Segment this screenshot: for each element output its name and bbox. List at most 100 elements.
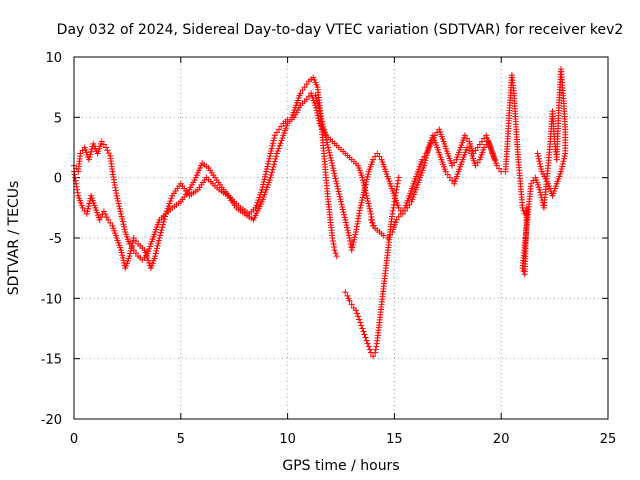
data-point-marker: [301, 84, 308, 91]
data-point-marker: [536, 186, 543, 193]
data-point-marker: [332, 250, 339, 257]
data-point-marker: [559, 163, 566, 170]
data-point-marker: [351, 236, 358, 243]
data-point-marker: [265, 160, 272, 167]
data-point-marker: [535, 155, 542, 162]
data-point-marker: [105, 216, 112, 223]
data-point-marker: [395, 213, 402, 220]
data-point-marker: [271, 132, 278, 139]
data-point-marker: [391, 198, 398, 205]
data-point-marker: [273, 150, 280, 157]
data-point-marker: [496, 165, 503, 172]
data-point-marker: [357, 204, 364, 211]
data-point-marker: [472, 162, 479, 169]
data-point-marker: [84, 208, 91, 215]
x-tick-label: 20: [493, 432, 510, 447]
data-point-marker: [430, 135, 437, 142]
data-point-marker: [478, 138, 485, 145]
data-point-marker: [368, 213, 375, 220]
data-point-marker: [322, 134, 329, 141]
data-point-marker: [256, 194, 263, 201]
data-point-marker: [266, 153, 273, 160]
data-point-marker: [144, 254, 151, 261]
y-tick-label: -10: [41, 292, 62, 307]
data-point-marker: [167, 197, 174, 204]
data-point-marker: [493, 162, 500, 169]
data-point-marker: [86, 153, 93, 160]
data-point-marker: [313, 95, 320, 102]
data-point-marker: [331, 172, 338, 179]
data-point-marker: [103, 214, 110, 221]
data-point-marker: [271, 158, 278, 165]
data-point-marker: [107, 219, 114, 226]
data-point-marker: [449, 177, 456, 184]
data-point-marker: [363, 178, 370, 185]
data-point-marker: [273, 153, 280, 160]
data-point-marker: [364, 173, 371, 180]
y-tick-label: -5: [49, 232, 62, 247]
data-point-marker: [85, 156, 92, 163]
data-point-marker: [536, 158, 543, 165]
data-point-marker: [263, 166, 270, 173]
data-point-marker: [337, 196, 344, 203]
data-point-marker: [393, 186, 400, 193]
data-point-marker: [344, 224, 351, 231]
data-point-marker: [88, 148, 95, 155]
data-point-marker: [158, 226, 165, 233]
data-point-marker: [305, 93, 312, 100]
data-point-marker: [268, 145, 275, 152]
data-point-marker: [168, 195, 175, 202]
data-point-marker: [365, 171, 372, 178]
data-point-marker: [558, 166, 565, 173]
data-point-marker: [344, 227, 351, 234]
data-point-marker: [119, 252, 126, 259]
data-point-marker: [364, 197, 371, 204]
data-point-marker: [330, 167, 337, 174]
data-point-marker: [331, 247, 338, 254]
data-point-marker: [535, 153, 542, 160]
data-point-marker: [451, 159, 458, 166]
data-point-marker: [389, 207, 396, 214]
data-point-marker: [429, 138, 436, 145]
data-point-marker: [347, 238, 354, 245]
data-point-marker: [359, 174, 366, 181]
data-point-marker: [278, 137, 285, 144]
data-point-marker: [103, 144, 110, 151]
data-point-marker: [336, 193, 343, 200]
data-point-marker: [361, 186, 368, 193]
data-point-marker: [476, 141, 483, 148]
data-point-marker: [319, 121, 326, 128]
data-point-marker: [83, 210, 90, 217]
data-point-marker: [267, 174, 274, 181]
data-point-marker: [264, 163, 271, 170]
data-point-marker: [520, 268, 527, 275]
data-point-marker: [324, 141, 331, 148]
data-point-marker: [561, 153, 568, 160]
data-point-marker: [255, 197, 262, 204]
data-point-marker: [118, 249, 125, 256]
data-point-marker: [352, 307, 359, 314]
data-point-marker: [350, 239, 357, 246]
data-point-marker: [394, 180, 401, 187]
data-point-marker: [333, 180, 340, 187]
data-point-marker: [166, 200, 173, 207]
data-point-marker: [104, 147, 111, 154]
data-point-marker: [362, 334, 369, 341]
data-point-marker: [395, 174, 402, 181]
y-tick-label: 0: [54, 172, 62, 187]
data-point-marker: [361, 331, 368, 338]
data-point-marker: [152, 250, 159, 257]
data-point-marker: [331, 170, 338, 177]
data-point-marker: [270, 163, 277, 170]
axis-ticks: 0 5 10 15 20 25 -20 -15 -10 -5 0 5 10: [41, 51, 617, 447]
data-point-marker: [331, 244, 338, 251]
data-point-marker: [155, 237, 162, 244]
data-point-marker: [132, 238, 139, 245]
data-point-marker: [329, 162, 336, 169]
data-point-marker: [360, 189, 367, 196]
y-tick-label: 10: [45, 51, 62, 66]
data-point-marker: [363, 176, 370, 183]
data-point-marker: [315, 103, 322, 110]
data-point-marker: [421, 162, 428, 169]
data-point-marker: [323, 136, 330, 143]
